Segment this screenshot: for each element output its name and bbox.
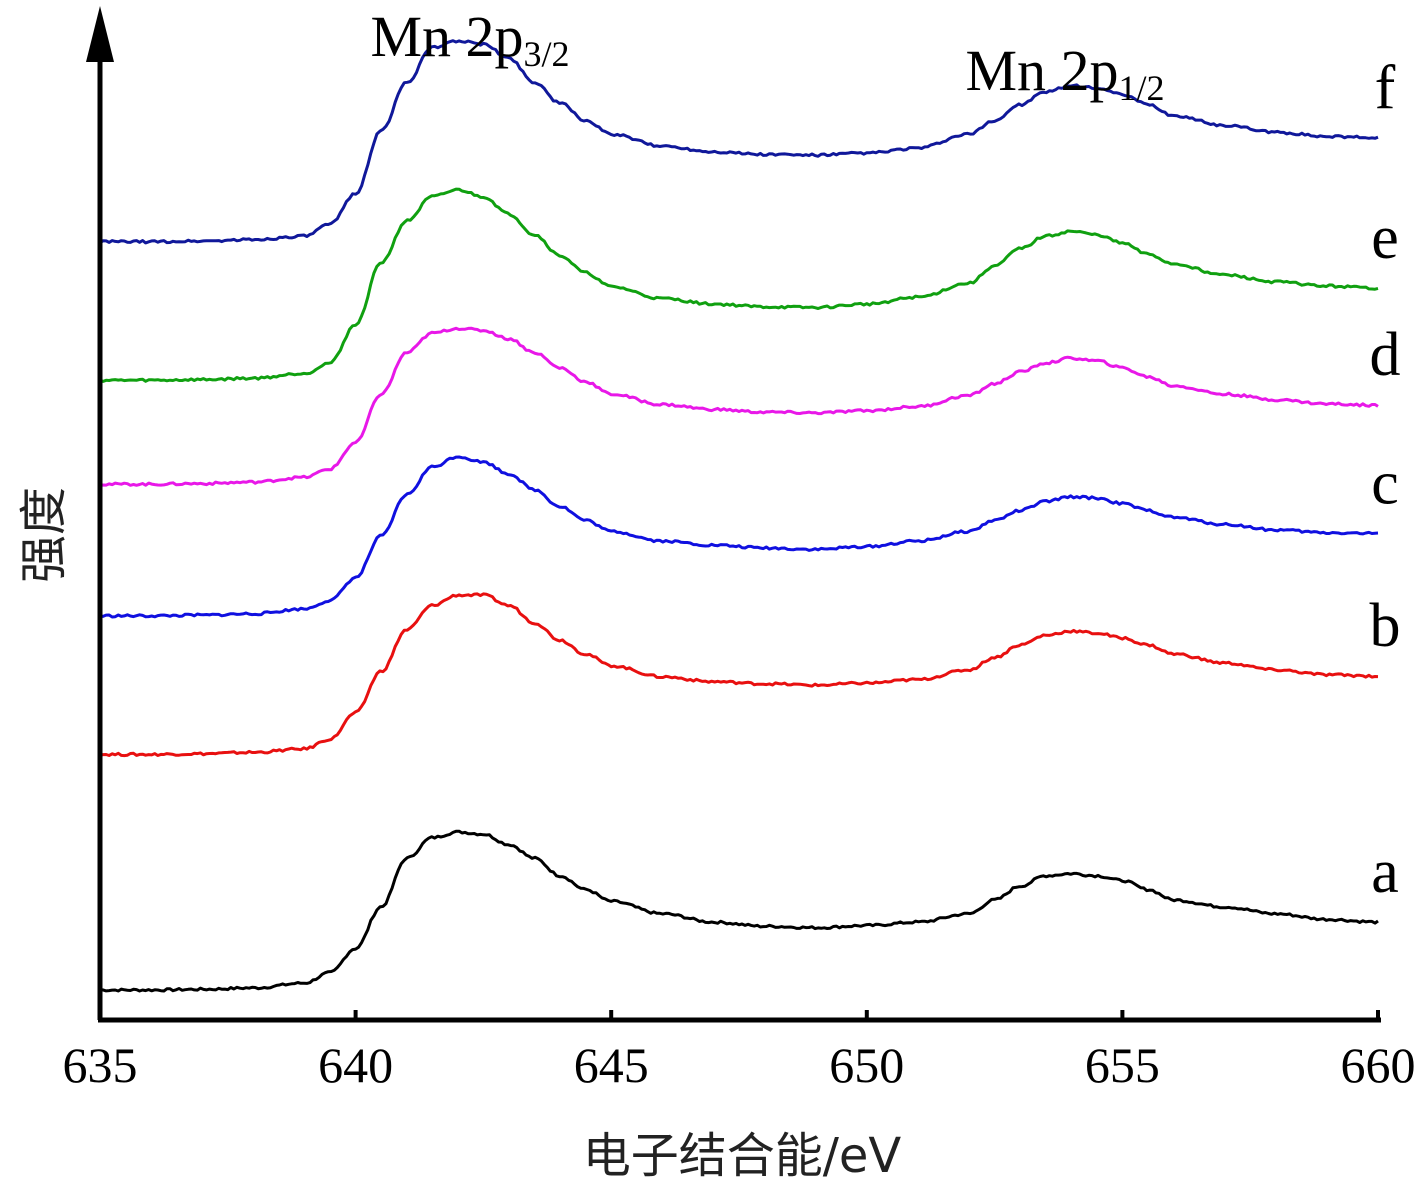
x-tick-label-655: 655 [1085,1037,1160,1093]
series-label-c: c [1371,449,1399,517]
x-axis-title: 电子结合能/eV [583,1128,902,1181]
series-labels: a b cde f [1370,54,1401,906]
x-tick-label-660: 660 [1341,1037,1416,1093]
series-line-d [99,326,1379,487]
y-axis-arrow [86,6,114,62]
series-line-b [99,592,1379,758]
series-line-a [99,829,1379,993]
y-axis-title: 强度 [16,487,72,583]
series-label-b: b [1370,592,1401,660]
series-line-e [99,187,1379,383]
peak-label-2p3-2: Mn 2p3/2 [370,4,569,74]
x-tick-label-635: 635 [63,1037,138,1093]
x-tick-label-640: 640 [318,1037,393,1093]
x-tick-label-645: 645 [574,1037,649,1093]
x-ticks [98,1010,1380,1020]
x-tick-labels: 635 640 645 650 655 660 [63,1037,1416,1093]
series-line-f [99,39,1379,245]
series-label-d: d [1370,321,1401,389]
series-label-e: e [1371,204,1399,272]
x-tick-label-650: 650 [829,1037,904,1093]
peak-label-2p1-2-base: Mn 2p [965,38,1118,103]
peak-label-2p3-2-sub: 3/2 [524,34,570,74]
series-label-f: f [1375,54,1396,122]
series-line-c [99,455,1379,619]
series-label-a: a [1371,838,1399,906]
series-group [99,39,1379,993]
peak-label-2p1-2-sub: 1/2 [1119,68,1165,108]
peak-label-2p3-2-base: Mn 2p [370,4,523,69]
peak-label-2p1-2: Mn 2p1/2 [965,38,1164,108]
